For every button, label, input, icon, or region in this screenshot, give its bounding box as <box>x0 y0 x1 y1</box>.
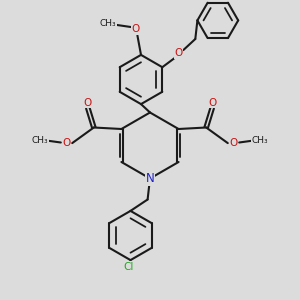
Text: O: O <box>132 24 140 34</box>
Text: O: O <box>63 138 71 148</box>
Text: O: O <box>175 48 183 58</box>
Text: Cl: Cl <box>123 262 133 272</box>
Text: O: O <box>209 98 217 108</box>
Text: CH₃: CH₃ <box>100 20 116 28</box>
Text: CH₃: CH₃ <box>32 136 48 145</box>
Text: O: O <box>83 98 91 108</box>
Text: N: N <box>146 172 154 185</box>
Text: O: O <box>229 138 237 148</box>
Text: CH₃: CH₃ <box>252 136 268 145</box>
